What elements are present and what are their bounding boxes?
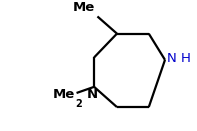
Text: N H: N H bbox=[167, 52, 191, 65]
Text: N: N bbox=[86, 88, 98, 101]
Text: Me: Me bbox=[73, 1, 96, 14]
Text: 2: 2 bbox=[75, 99, 82, 109]
Text: Me: Me bbox=[52, 88, 75, 101]
